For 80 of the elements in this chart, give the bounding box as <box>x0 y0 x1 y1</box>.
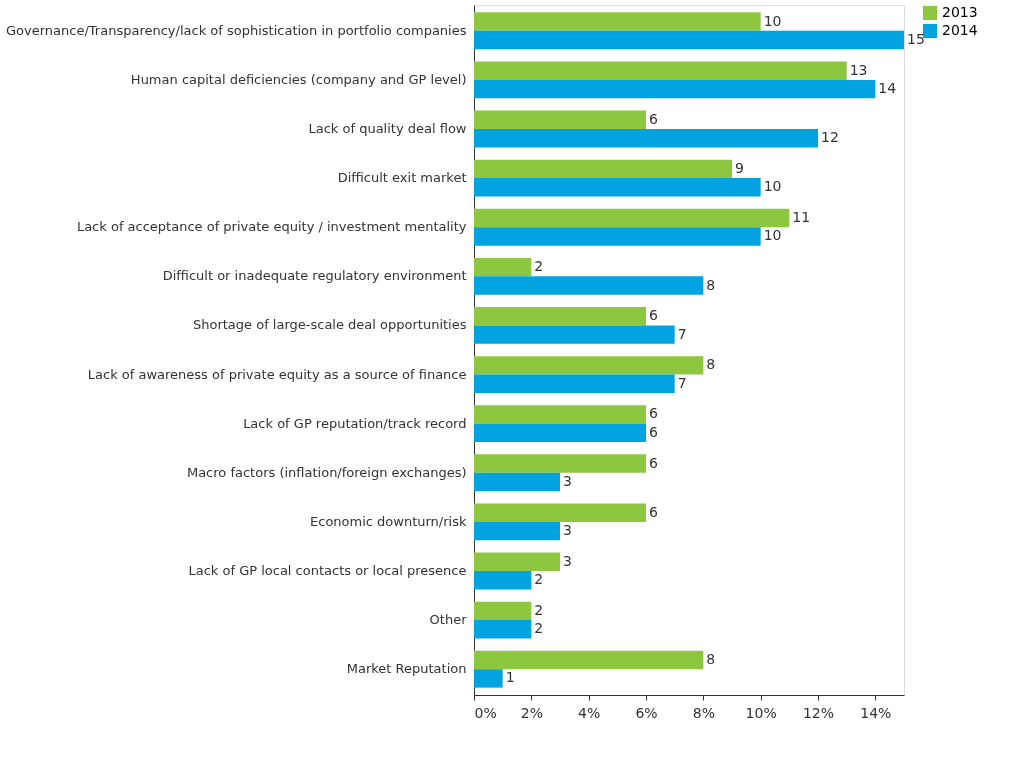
bar <box>474 503 646 522</box>
bar <box>474 356 704 375</box>
bar <box>474 454 646 473</box>
bar <box>474 110 646 129</box>
bar <box>474 650 704 670</box>
data-label: 10 <box>763 227 782 244</box>
bar <box>474 405 646 424</box>
bar <box>474 159 732 179</box>
bar <box>474 61 847 80</box>
data-label: 3 <box>563 472 572 489</box>
data-label: 12 <box>821 129 839 146</box>
y-tick-label: Market Reputation <box>346 661 467 677</box>
bar <box>474 208 790 228</box>
x-tick-label: 14% <box>860 704 892 721</box>
data-label: 2 <box>534 571 544 588</box>
y-tick-label: Difficult or inadequate regulatory environment <box>162 268 467 284</box>
data-label: 6 <box>649 503 658 520</box>
x-tick-label: 2% <box>520 704 543 721</box>
bar <box>474 571 532 590</box>
x-tick-label: 10% <box>745 704 777 721</box>
bar <box>474 12 761 31</box>
bar <box>474 129 818 148</box>
y-tick-label: Governance/Transparency/lack of sophistication in portfolio companies <box>6 22 467 38</box>
y-tick-label: Human capital deficiencies (company and GP level) <box>130 71 467 87</box>
bar <box>474 257 532 277</box>
y-tick-label: Difficult exit market <box>337 170 467 186</box>
data-label: 15 <box>907 30 925 47</box>
data-label: 2 <box>534 601 544 618</box>
y-tick-label: Lack of quality deal flow <box>308 121 467 136</box>
y-tick-label: Economic downturn/risk <box>310 513 467 529</box>
bar <box>474 601 532 621</box>
data-label: 10 <box>763 12 782 29</box>
data-label: 6 <box>649 110 658 127</box>
data-label: 8 <box>706 651 716 668</box>
data-label: 2 <box>534 620 544 637</box>
data-label: 6 <box>649 307 658 324</box>
bar <box>474 30 904 50</box>
x-tick-label: 4% <box>578 704 601 721</box>
x-tick-label: 12% <box>802 704 835 721</box>
data-label: 8 <box>706 276 716 293</box>
bar <box>474 178 761 197</box>
y-tick-label: Macro factors (inflation/foreign exchanges) <box>186 464 467 480</box>
y-tick-label: Lack of GP local contacts or local presence <box>188 563 467 578</box>
bar <box>474 472 560 492</box>
bar <box>474 552 560 571</box>
y-tick-label: Lack of awareness of private equity as a source of finance <box>87 366 467 382</box>
data-label: 7 <box>677 325 687 342</box>
data-label: 9 <box>735 159 744 176</box>
legend-label: 2013 <box>942 4 978 20</box>
data-label: 1 <box>505 669 515 686</box>
data-label: 6 <box>649 405 658 422</box>
bar <box>474 276 704 295</box>
data-label: 10 <box>763 178 782 195</box>
data-label: 6 <box>649 423 658 440</box>
data-label: 14 <box>878 80 897 97</box>
y-tick-label: Shortage of large-scale deal opportunities <box>192 317 467 333</box>
y-tick-label: Lack of GP reputation/track record <box>243 415 467 431</box>
bar <box>474 227 761 246</box>
y-tick-label: Other <box>429 612 468 628</box>
y-tick-label: Lack of acceptance of private equity / investment mentality <box>76 219 467 235</box>
data-label: 8 <box>706 356 716 373</box>
bar <box>474 521 560 541</box>
bar <box>474 374 675 393</box>
data-label: 6 <box>649 454 658 471</box>
data-label: 11 <box>792 209 811 226</box>
bar <box>474 423 646 443</box>
data-label: 7 <box>677 374 687 391</box>
x-tick-label: 6% <box>635 704 658 721</box>
x-tick-label: 0% <box>474 704 497 721</box>
legend-label: 2014 <box>942 22 978 38</box>
bar <box>474 79 876 99</box>
data-label: 2 <box>534 258 544 275</box>
bar <box>474 307 646 326</box>
bar <box>474 669 503 688</box>
bar <box>474 620 532 639</box>
data-label: 3 <box>563 522 572 539</box>
x-tick-label: 8% <box>692 704 715 721</box>
data-label: 13 <box>849 61 868 78</box>
bar <box>474 325 675 344</box>
data-label: 3 <box>563 552 572 569</box>
